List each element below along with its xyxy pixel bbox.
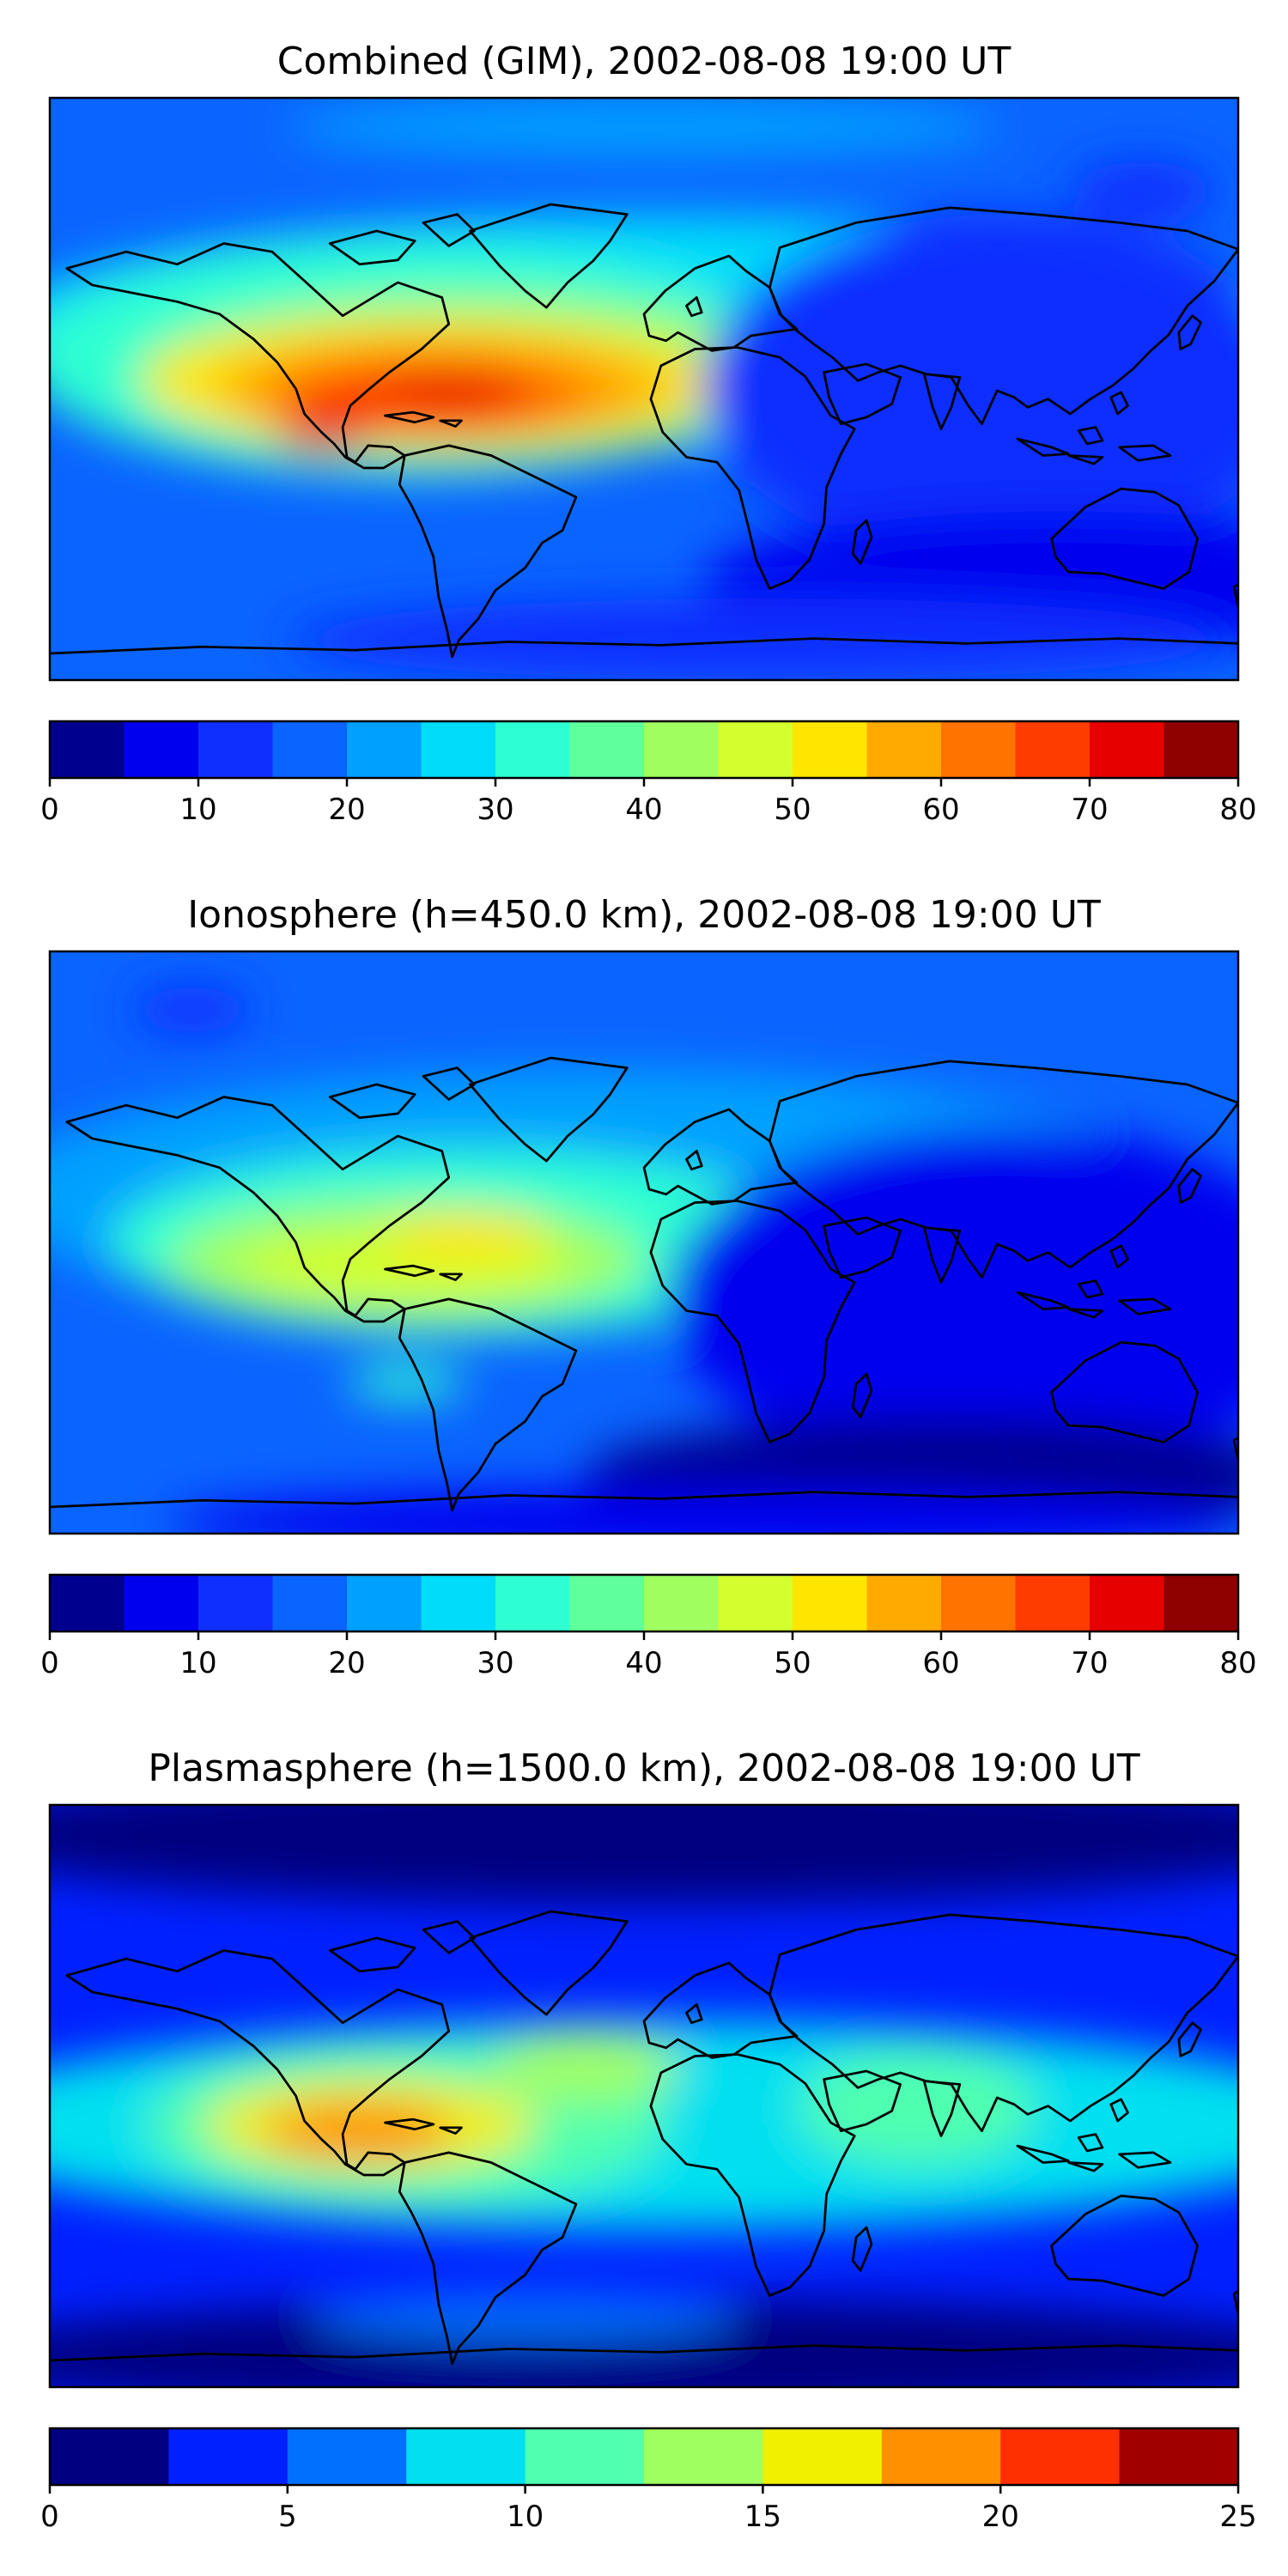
colorbar-segment: [1000, 2428, 1121, 2485]
panel-plasmasphere: Plasmasphere (h=1500.0 km), 2002-08-08 1…: [40, 1747, 1257, 2534]
colorbar-tick-label: 15: [744, 2500, 781, 2534]
tec-contour-region: [132, 986, 252, 1033]
colorbar-segment: [1090, 1575, 1165, 1631]
colorbar-segment: [1090, 721, 1165, 778]
colorbar-segment: [287, 2428, 407, 2485]
colorbar-segment: [1015, 721, 1091, 778]
tec-contour-region: [287, 98, 1001, 156]
colorbar-ionosphere: 0 10 20 30 40 50 60 70 80: [40, 1573, 1257, 1680]
colorbar-segment: [644, 2428, 763, 2485]
colorbar-segment: [941, 721, 1017, 778]
colorbar-tick-label: 80: [1219, 793, 1256, 827]
panel-title-ionosphere: Ionosphere (h=450.0 km), 2002-08-08 19:0…: [187, 893, 1101, 937]
tec-contour-region: [382, 371, 526, 407]
colorbar-segment: [347, 1575, 422, 1631]
colorbar-segment: [198, 1575, 274, 1631]
colorbar-tick-label: 20: [328, 1646, 365, 1680]
colorbar-segment: [644, 1575, 720, 1631]
colorbar-tick-label: 40: [625, 1646, 662, 1680]
tec-contour-region: [703, 214, 1238, 564]
colorbar-tick-label: 40: [625, 793, 662, 827]
colorbar-segment: [762, 2428, 883, 2485]
colorbar-segment: [198, 721, 274, 778]
colorbar-segment: [124, 721, 199, 778]
colorbar-tick-label: 80: [1219, 1646, 1256, 1680]
panel-title-combined: Combined (GIM), 2002-08-08 19:00 UT: [277, 39, 1012, 83]
colorbar-segment: [50, 1575, 125, 1631]
map-frame: [48, 96, 1240, 682]
tec-contour-region: [264, 2101, 454, 2160]
panel-ionosphere: Ionosphere (h=450.0 km), 2002-08-08 19:0…: [40, 893, 1257, 1680]
colorbar-tick-label: 60: [922, 1646, 959, 1680]
colorbar-segment: [793, 721, 868, 778]
colorbar-segment: [569, 1575, 645, 1631]
colorbar-tick-label: 0: [40, 1646, 59, 1680]
colorbar-plasmasphere: 0 5 10 15 20 25: [40, 2427, 1257, 2534]
colorbar-segment: [406, 2428, 526, 2485]
panel-combined: Combined (GIM), 2002-08-08 19:00 UT 0 10 2…: [40, 39, 1257, 827]
colorbar-segment: [168, 2428, 289, 2485]
colorbar-tick-label: 10: [179, 793, 216, 827]
tec-contour-region: [50, 1805, 1238, 1905]
colorbar-segment: [495, 721, 571, 778]
colorbar-segment: [421, 721, 496, 778]
colorbar-segment: [941, 1575, 1017, 1631]
tec-contour-region: [1072, 161, 1215, 221]
colorbar-segment: [525, 2428, 645, 2485]
colorbar-tick-label: 70: [1071, 793, 1108, 827]
colorbar-segment: [272, 1575, 348, 1631]
tec-contour-region: [275, 417, 371, 453]
colorbar-tick-label: 10: [179, 1646, 216, 1680]
tec-contour-region: [311, 2293, 739, 2341]
colorbar-frame: [48, 2427, 1240, 2487]
colorbar-segment: [718, 1575, 793, 1631]
colorbar-tick-label: 0: [40, 793, 59, 827]
colorbar-segment: [124, 1575, 199, 1631]
colorbar-combined: 0 10 20 30 40 50 60 70 80: [40, 720, 1257, 827]
colorbar-segment: [1015, 1575, 1091, 1631]
tec-contour-region: [489, 2032, 680, 2102]
colorbar-tick-label: 50: [774, 793, 811, 827]
map-frame: [48, 950, 1240, 1535]
colorbar-tick-label: 5: [278, 2500, 297, 2534]
map-plasmasphere: [50, 1805, 1238, 2387]
colorbar-segment: [495, 1575, 571, 1631]
colorbar-tick-label: 30: [477, 793, 513, 827]
tec-contour-region: [667, 1126, 1238, 1476]
colorbar-tick-label: 0: [40, 2500, 59, 2534]
colorbar-segment: [50, 721, 125, 778]
panel-title-plasmasphere: Plasmasphere (h=1500.0 km), 2002-08-08 1…: [148, 1747, 1139, 1790]
map-frame: [48, 1803, 1240, 2389]
colorbar-tick-label: 20: [328, 793, 365, 827]
colorbar-segment: [866, 1575, 942, 1631]
colorbar-segment: [421, 1575, 496, 1631]
colorbar-segment: [1119, 2428, 1239, 2485]
colorbar-tick-label: 20: [982, 2500, 1019, 2534]
colorbar-segment: [569, 721, 645, 778]
colorbar-segment: [718, 721, 793, 778]
tec-contour-region: [382, 1213, 550, 1261]
colorbar-segment: [1163, 721, 1239, 778]
colorbar-segment: [272, 721, 348, 778]
colorbar-tick-label: 70: [1071, 1646, 1108, 1680]
tec-contour-region: [287, 598, 1238, 680]
tec-contour-region: [798, 2049, 1036, 2166]
colorbar-segment: [793, 1575, 868, 1631]
tec-field-contours: [50, 1805, 1238, 2387]
tec-contour-region: [347, 1364, 466, 1400]
colorbar-tick-label: 10: [507, 2500, 544, 2534]
map-ionosphere: [50, 951, 1238, 1534]
colorbar-tick-label: 60: [922, 793, 959, 827]
colorbar-segment: [644, 721, 720, 778]
colorbar-segment: [1163, 1575, 1239, 1631]
colorbar-tick-label: 50: [774, 1646, 811, 1680]
colorbar-tick-label: 30: [477, 1646, 513, 1680]
colorbar-tick-label: 25: [1219, 2500, 1256, 2534]
map-combined: [50, 98, 1238, 680]
colorbar-segment: [50, 2428, 169, 2485]
colorbar-segment: [881, 2428, 1001, 2485]
colorbar-segment: [347, 721, 422, 778]
colorbar-segment: [866, 721, 942, 778]
